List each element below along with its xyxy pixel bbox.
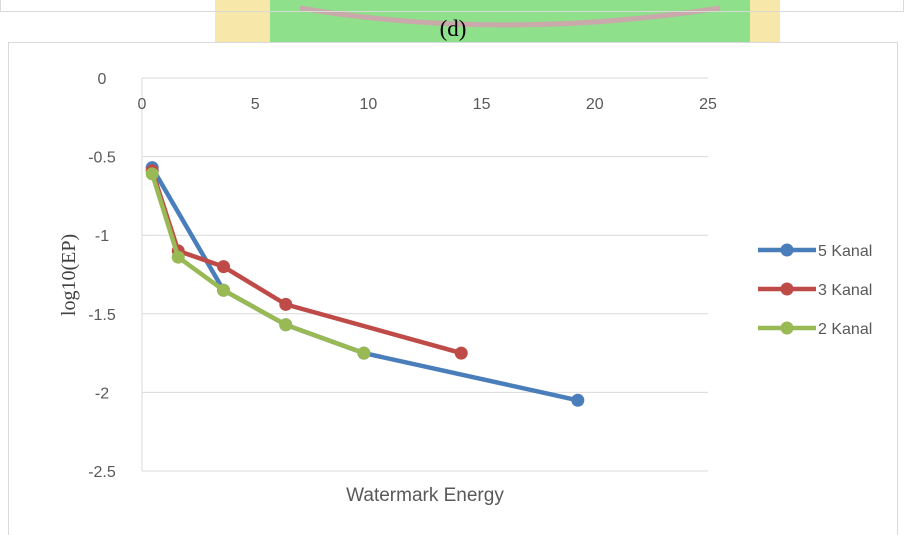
data-point (571, 393, 585, 407)
legend-item: 3 Kanal (758, 282, 872, 299)
data-point (217, 283, 231, 297)
y-tick-label: -0.5 (88, 150, 116, 167)
data-point (145, 167, 159, 181)
legend-item: 2 Kanal (758, 321, 872, 338)
x-tick-label: 5 (251, 96, 260, 113)
legend-swatch-marker (780, 282, 794, 296)
x-tick-label: 20 (586, 96, 604, 113)
data-point (357, 346, 371, 360)
legend-label: 2 Kanal (818, 321, 872, 338)
legend-label: 5 Kanal (818, 243, 872, 260)
x-tick-label: 15 (473, 96, 491, 113)
x-tick-label: 25 (699, 96, 717, 113)
watermark-arc (299, 5, 721, 28)
x-tick-labels: 0 5 10 15 20 25 (138, 96, 717, 113)
y-tick-label: 0 (98, 71, 107, 88)
y-tick-label: -1.5 (88, 307, 116, 324)
series-line (150, 173, 365, 356)
legend-label: 3 Kanal (818, 282, 872, 299)
x-tick-label: 10 (360, 96, 378, 113)
data-point (171, 250, 185, 264)
y-axis-title: log10(EP) (58, 234, 80, 316)
grid-lines (141, 77, 708, 472)
x-axis-title: Watermark Energy (346, 485, 504, 506)
data-point (279, 297, 293, 311)
legend: 5 Kanal 3 Kanal 2 Kanal (758, 243, 872, 338)
data-point (217, 260, 231, 274)
top-frame (0, 0, 904, 12)
y-tick-labels: 0 -0.5 -1 -1.5 -2 -2.5 (88, 71, 116, 481)
series-2-kanal (145, 167, 371, 360)
x-tick-label: 0 (138, 96, 147, 113)
y-tick-label: -2.5 (88, 464, 116, 481)
chart-frame (8, 42, 898, 535)
data-point (279, 318, 293, 332)
y-tick-label: -2 (95, 385, 109, 402)
legend-swatch-marker (780, 321, 794, 335)
legend-swatch-marker (780, 243, 794, 257)
series-group (145, 161, 585, 407)
y-tick-label: -1 (95, 228, 109, 245)
legend-item: 5 Kanal (758, 243, 872, 260)
data-point (454, 346, 468, 360)
series-line (150, 170, 462, 356)
panel-label: (d) (439, 16, 467, 41)
